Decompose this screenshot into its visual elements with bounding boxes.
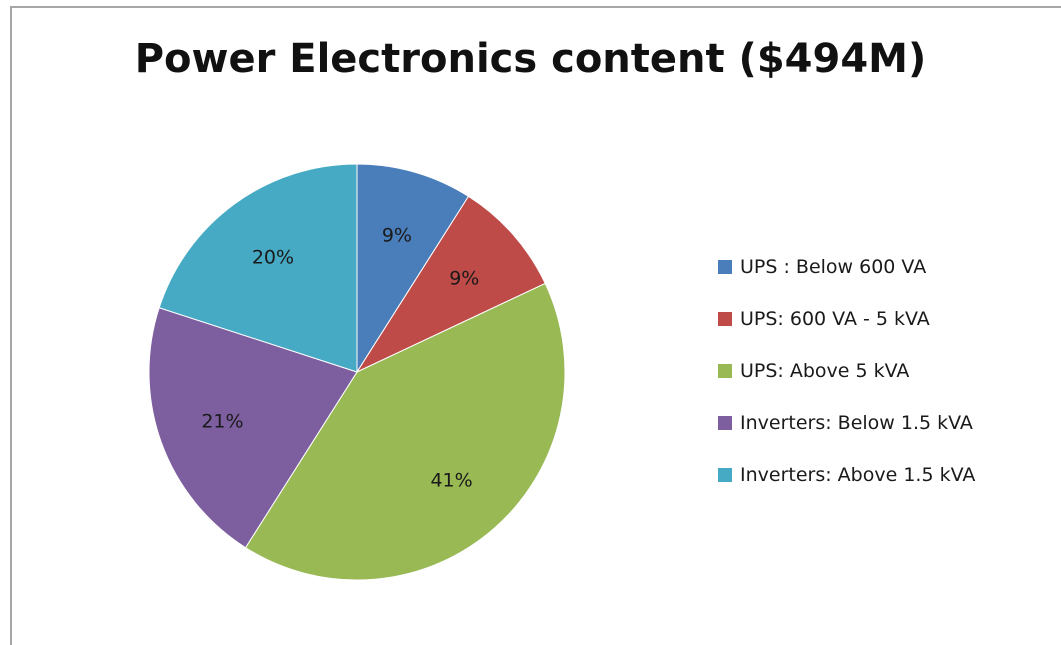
legend-swatch (718, 312, 732, 326)
legend-swatch (718, 364, 732, 378)
slice-label: 41% (430, 469, 472, 491)
chart-title: Power Electronics content ($494M) (134, 36, 927, 82)
pie-slice (356, 163, 470, 374)
legend-swatch (718, 260, 732, 274)
pie-slice (148, 307, 358, 549)
pie-slice (244, 282, 566, 581)
legend-label: UPS: Above 5 kVA (740, 360, 910, 382)
legend-item: UPS: Above 5 kVA (718, 358, 1058, 384)
slice-label: 20% (252, 246, 294, 268)
legend-label: UPS: 600 VA - 5 kVA (740, 308, 930, 330)
legend: UPS : Below 600 VA UPS: 600 VA - 5 kVA U… (718, 254, 1058, 514)
legend-label: Inverters: Above 1.5 kVA (740, 464, 976, 486)
legend-swatch (718, 468, 732, 482)
legend-item: Inverters: Below 1.5 kVA (718, 410, 1058, 436)
slice-label: 21% (201, 410, 243, 432)
slice-label: 9% (449, 267, 479, 289)
slice-label: 9% (382, 225, 412, 247)
legend-label: Inverters: Below 1.5 kVA (740, 412, 973, 434)
legend-item: UPS : Below 600 VA (718, 254, 1058, 280)
legend-item: Inverters: Above 1.5 kVA (718, 462, 1058, 488)
legend-label: UPS : Below 600 VA (740, 256, 927, 278)
legend-item: UPS: 600 VA - 5 kVA (718, 306, 1058, 332)
legend-swatch (718, 416, 732, 430)
pie-slice (355, 195, 546, 374)
pie-slice (158, 163, 358, 373)
